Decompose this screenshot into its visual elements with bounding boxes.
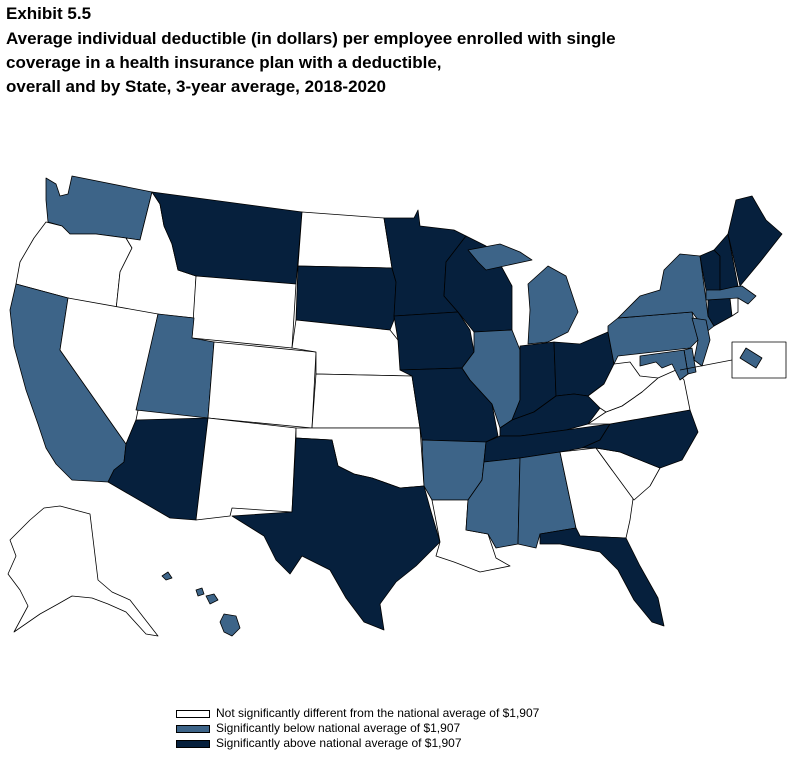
dc-leader-line (679, 359, 733, 371)
legend: Not significantly different from the nat… (176, 706, 539, 751)
state-NM (195, 417, 297, 521)
state-KS (311, 373, 421, 429)
state-ME (727, 195, 783, 287)
state-SD (295, 265, 397, 331)
state-IA (393, 311, 475, 371)
legend-label-above: Significantly above national average of … (216, 736, 462, 750)
state-AK (7, 505, 159, 637)
legend-item-below: Significantly below national average of … (176, 721, 539, 736)
state-HI (161, 571, 241, 637)
title-line-1: Average individual deductible (in dollar… (6, 29, 616, 48)
state-WV (587, 361, 659, 413)
legend-label-below: Significantly below national average of … (216, 721, 461, 735)
state-ND (297, 211, 393, 269)
legend-item-above: Significantly above national average of … (176, 736, 539, 751)
legend-label-not-different: Not significantly different from the nat… (216, 706, 540, 720)
state-CO (207, 341, 317, 429)
state-MD (639, 349, 689, 381)
legend-swatch-below (176, 724, 210, 733)
state-WY (191, 275, 297, 349)
state-FL (539, 527, 665, 627)
title-line-2: coverage in a health insurance plan with… (6, 53, 442, 72)
map-title: Average individual deductible (in dollar… (6, 27, 776, 99)
state-DC (739, 347, 763, 369)
title-line-3: overall and by State, 3-year average, 20… (6, 77, 386, 96)
state-MI (467, 243, 579, 345)
legend-swatch-above (176, 739, 210, 748)
exhibit-label: Exhibit 5.5 (6, 4, 92, 23)
state-CT (707, 297, 733, 327)
legend-swatch-not-different (176, 709, 210, 718)
legend-item-not-different: Not significantly different from the nat… (176, 706, 539, 721)
state-TX (231, 437, 441, 631)
state-MA (705, 285, 757, 305)
state-NC (581, 409, 699, 469)
state-NH (713, 233, 739, 291)
